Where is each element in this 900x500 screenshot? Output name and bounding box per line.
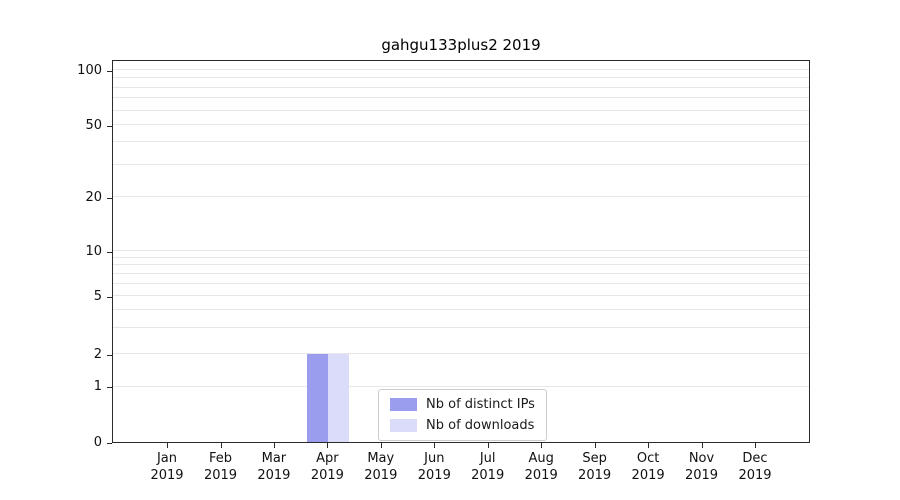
gridline bbox=[113, 283, 809, 285]
gridline bbox=[113, 77, 809, 79]
y-tick-mark bbox=[107, 297, 112, 299]
gridline bbox=[113, 86, 809, 88]
gridline bbox=[113, 109, 809, 111]
x-tick-label: Jun 2019 bbox=[417, 451, 451, 483]
gridline bbox=[113, 352, 809, 354]
y-tick-mark bbox=[107, 354, 112, 356]
gridline bbox=[113, 123, 809, 125]
plot-area bbox=[112, 60, 810, 443]
gridline bbox=[113, 195, 809, 197]
x-tick-mark bbox=[594, 443, 596, 448]
y-tick-label: 10 bbox=[85, 243, 102, 259]
y-tick-label: 2 bbox=[93, 346, 102, 362]
x-tick-mark bbox=[273, 443, 275, 448]
gridline bbox=[113, 273, 809, 275]
y-tick-label: 1 bbox=[93, 379, 102, 395]
bar-nb-of-distinct-ips bbox=[307, 353, 329, 442]
x-tick-mark bbox=[167, 443, 168, 448]
gridline bbox=[113, 327, 809, 329]
gridline bbox=[113, 295, 809, 297]
gridline bbox=[113, 309, 809, 311]
x-tick-label: Mar 2019 bbox=[257, 451, 291, 483]
x-tick-mark bbox=[220, 443, 222, 448]
gridline bbox=[113, 264, 809, 266]
legend-label-distinct-ips: Nb of distinct IPs bbox=[426, 397, 535, 412]
chart-title: gahgu133plus2 2019 bbox=[381, 36, 541, 54]
x-tick-label: Jan 2019 bbox=[150, 451, 184, 483]
x-tick-label: Oct 2019 bbox=[631, 451, 665, 483]
legend: Nb of distinct IPs Nb of downloads bbox=[378, 389, 547, 441]
y-tick-mark bbox=[107, 387, 112, 389]
x-tick-label: Sep 2019 bbox=[578, 451, 612, 483]
x-tick-mark bbox=[327, 443, 329, 448]
legend-item-distinct-ips: Nb of distinct IPs bbox=[390, 397, 535, 412]
x-tick-label: Nov 2019 bbox=[684, 451, 719, 483]
y-tick-mark bbox=[107, 251, 112, 253]
gridline bbox=[113, 249, 809, 251]
x-tick-label: May 2019 bbox=[364, 451, 398, 483]
x-tick-mark bbox=[648, 443, 650, 448]
gridline bbox=[113, 164, 809, 165]
y-tick-label: 20 bbox=[85, 189, 102, 205]
y-tick-label: 5 bbox=[93, 289, 102, 305]
x-tick-mark bbox=[434, 443, 436, 448]
legend-label-downloads: Nb of downloads bbox=[426, 418, 535, 433]
gridline bbox=[113, 385, 809, 387]
gridline bbox=[113, 141, 809, 143]
x-tick-label: Aug 2019 bbox=[524, 451, 558, 483]
x-tick-label: Dec 2019 bbox=[738, 451, 772, 483]
y-tick-mark bbox=[107, 71, 112, 73]
legend-swatch-distinct-ips-icon bbox=[390, 398, 417, 411]
x-tick-mark bbox=[701, 443, 703, 448]
gridline bbox=[113, 256, 809, 258]
x-tick-mark bbox=[380, 443, 382, 448]
bar-nb-of-downloads bbox=[328, 353, 350, 442]
x-tick-label: Jul 2019 bbox=[471, 451, 505, 483]
gridline bbox=[113, 69, 809, 71]
y-tick-label: 100 bbox=[77, 63, 102, 79]
legend-swatch-downloads-icon bbox=[390, 419, 417, 432]
x-tick-mark bbox=[487, 443, 489, 448]
y-tick-mark bbox=[107, 197, 112, 199]
y-tick-mark bbox=[107, 443, 112, 444]
y-tick-mark bbox=[107, 125, 112, 127]
x-tick-mark bbox=[541, 443, 543, 448]
legend-item-downloads: Nb of downloads bbox=[390, 418, 535, 433]
x-tick-mark bbox=[755, 443, 756, 448]
x-tick-label: Feb 2019 bbox=[203, 451, 238, 483]
gridline bbox=[113, 97, 809, 99]
y-tick-label: 0 bbox=[93, 435, 102, 450]
y-tick-label: 50 bbox=[85, 117, 102, 133]
x-tick-label: Apr 2019 bbox=[310, 451, 344, 483]
